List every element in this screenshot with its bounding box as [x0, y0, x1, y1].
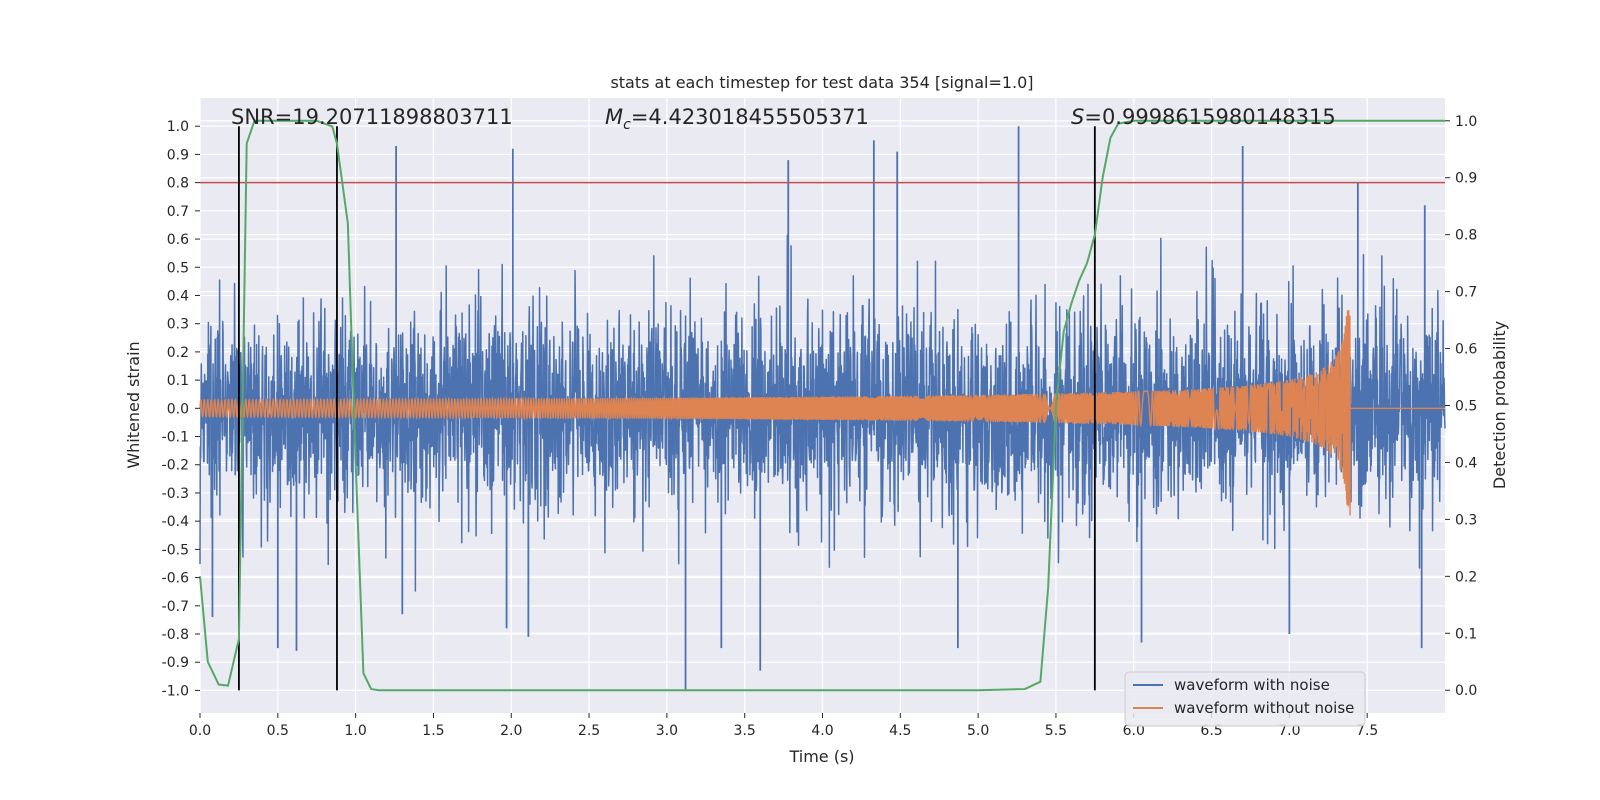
x-tick-label: 7.5 — [1356, 723, 1378, 739]
y-tick-label-left: -0.5 — [162, 542, 189, 558]
y-tick-label-left: 0.4 — [167, 288, 189, 304]
legend-box — [1124, 671, 1366, 727]
y-tick-label-left: -0.3 — [162, 486, 189, 502]
x-tick-label: 2.0 — [500, 723, 522, 739]
y-tick-label-left: -0.4 — [162, 514, 189, 530]
x-tick-label: 2.5 — [578, 723, 600, 739]
legend-label-clean: waveform without noise — [1174, 699, 1354, 717]
snr-annotation: SNR=19.20711898803711 — [231, 105, 513, 129]
chirp-mass-subscript: c — [623, 117, 631, 133]
s-symbol: S — [1071, 105, 1084, 129]
y-tick-label-right: 0.6 — [1455, 342, 1477, 358]
y-tick-label-right: 0.4 — [1455, 455, 1477, 471]
ticks: 0.0 0.5 1.0 1.5 2.0 2.5 3.0 3.5 4.0 4.5 5.0 5.5 6.0 6… — [162, 114, 1478, 739]
probability-series — [199, 119, 1445, 692]
y-tick-label-left: -0.8 — [162, 627, 189, 643]
y-tick-label-left: 0.2 — [167, 345, 189, 361]
y-axis-label-left: Whitened strain — [124, 341, 143, 468]
y-tick-label-left: 1.0 — [167, 119, 189, 135]
noise-series — [199, 126, 1446, 691]
y-tick-label-right: 0.1 — [1455, 626, 1477, 642]
x-tick-label: 6.5 — [1200, 723, 1222, 739]
y-tick-label-right: 0.2 — [1455, 569, 1477, 585]
x-tick-label: 4.0 — [811, 723, 833, 739]
x-tick-label: 4.5 — [889, 723, 911, 739]
x-tick-label: 1.5 — [422, 723, 444, 739]
x-tick-label: 3.5 — [734, 723, 756, 739]
y-tick-label-right: 1.0 — [1455, 114, 1477, 130]
y-tick-label-left: 0.8 — [167, 176, 189, 192]
chirp-mass-symbol: M — [605, 105, 623, 129]
y-tick-label-right: 0.0 — [1455, 683, 1477, 699]
x-axis-label: Time (s) — [788, 747, 854, 766]
y-tick-label-left: -0.9 — [162, 655, 189, 671]
x-tick-label: 1.0 — [344, 723, 366, 739]
legend-label-noise: waveform with noise — [1174, 676, 1330, 694]
s-annotation: S=0.9998615980148315 — [1071, 105, 1336, 129]
y-tick-label-left: 0.3 — [167, 317, 189, 333]
y-tick-label-left: -0.2 — [162, 458, 189, 474]
y-tick-label-left: -0.1 — [162, 430, 189, 446]
clean-waveform-line — [199, 310, 1445, 516]
y-tick-label-right: 0.9 — [1455, 171, 1477, 187]
legend: waveform with noise waveform without noi… — [1124, 671, 1366, 727]
s-value: =0.9998615980148315 — [1084, 105, 1335, 129]
y-tick-label-left: 0.5 — [167, 260, 189, 276]
y-axis-label-right: Detection probability — [1490, 321, 1509, 489]
y-tick-label-left: -1.0 — [162, 683, 189, 699]
y-tick-label-left: 0.6 — [167, 232, 189, 248]
y-tick-label-left: 0.9 — [167, 147, 189, 163]
y-tick-label-left: -0.6 — [162, 571, 189, 587]
x-tick-label: 7.0 — [1278, 723, 1300, 739]
y-tick-label-right: 0.3 — [1455, 512, 1477, 528]
y-tick-label-left: 0.7 — [167, 204, 189, 220]
noise-waveform-line — [199, 234, 1446, 592]
chirp-mass-value: =4.423018455505371 — [631, 105, 869, 129]
chart-title: stats at each timestep for test data 354… — [610, 73, 1033, 92]
y-tick-label-left: 0.0 — [167, 401, 189, 417]
chirp-series — [199, 310, 1445, 516]
y-tick-label-right: 0.5 — [1455, 399, 1477, 415]
y-tick-label-right: 0.8 — [1455, 228, 1477, 244]
chirp-mass-annotation: Mc=4.423018455505371 — [605, 105, 869, 133]
x-tick-label: 6.0 — [1123, 723, 1145, 739]
x-tick-label: 0.0 — [189, 723, 211, 739]
x-tick-label: 0.5 — [267, 723, 289, 739]
y-tick-label-right: 0.7 — [1455, 285, 1477, 301]
x-tick-label: 3.0 — [656, 723, 678, 739]
detection-probability-line — [199, 119, 1445, 692]
y-tick-label-left: -0.7 — [162, 599, 189, 615]
x-tick-label: 5.5 — [1045, 723, 1067, 739]
y-tick-label-left: 0.1 — [167, 373, 189, 389]
x-tick-label: 5.0 — [967, 723, 989, 739]
